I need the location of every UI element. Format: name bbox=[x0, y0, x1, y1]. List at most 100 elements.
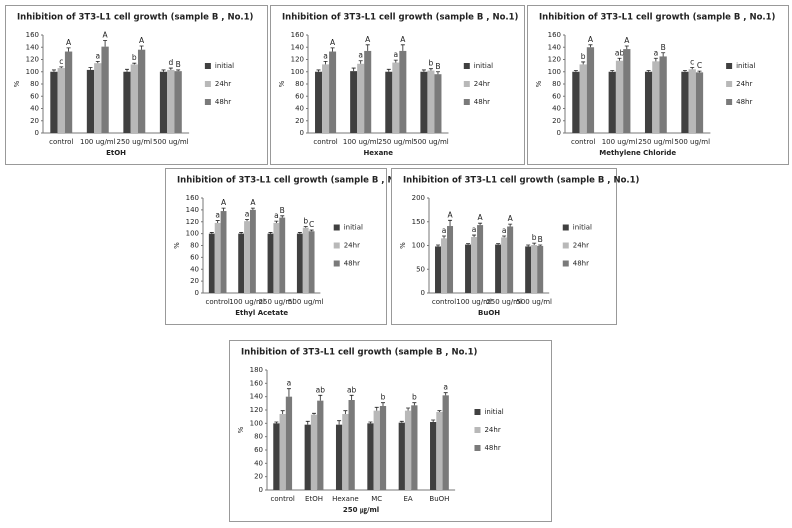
y-axis-label: % bbox=[535, 80, 543, 87]
y-tick-label: 100 bbox=[412, 242, 425, 250]
error-bar bbox=[139, 45, 144, 50]
bar bbox=[501, 237, 508, 293]
bar bbox=[317, 400, 324, 490]
legend-swatch bbox=[463, 81, 470, 87]
significance-letter: b bbox=[381, 393, 386, 402]
significance-letter: b bbox=[132, 53, 137, 62]
bar bbox=[279, 414, 286, 490]
significance-letter: A bbox=[624, 36, 630, 45]
bar bbox=[572, 71, 580, 133]
chart-title: Inhibition of 3T3-L1 cell growth (sample… bbox=[403, 176, 640, 186]
x-tick-label: control bbox=[49, 138, 73, 146]
bar bbox=[357, 63, 365, 133]
bar bbox=[379, 406, 387, 490]
x-tick-label: control bbox=[313, 138, 337, 146]
legend-swatch bbox=[726, 81, 733, 87]
significance-letter: A bbox=[139, 36, 145, 45]
bar bbox=[477, 225, 484, 293]
error-bar bbox=[95, 60, 100, 64]
y-tick-label: 40 bbox=[295, 105, 304, 113]
error-bar bbox=[358, 60, 363, 64]
y-tick-label: 0 bbox=[421, 289, 425, 297]
bar bbox=[94, 63, 102, 133]
bar bbox=[495, 244, 502, 293]
legend-label: 24hr bbox=[736, 80, 752, 88]
bar bbox=[159, 71, 168, 133]
error-bar bbox=[646, 70, 651, 72]
bar bbox=[267, 233, 274, 293]
legend-swatch bbox=[562, 224, 569, 231]
significance-letter: ab bbox=[316, 385, 326, 394]
bar bbox=[392, 62, 400, 133]
error-bar bbox=[478, 222, 483, 226]
error-bar bbox=[386, 68, 391, 72]
significance-letter: A bbox=[365, 35, 371, 44]
legend-swatch bbox=[474, 445, 481, 451]
legend-swatch bbox=[204, 99, 211, 105]
y-tick-label: 60 bbox=[30, 92, 39, 100]
legend-label: 24hr bbox=[474, 80, 490, 88]
error-bar bbox=[502, 235, 507, 238]
error-bar bbox=[312, 412, 317, 415]
y-tick-label: 80 bbox=[295, 80, 304, 88]
error-bar bbox=[526, 244, 531, 247]
x-axis-label: 250 ㎍/ml bbox=[343, 506, 379, 515]
y-tick-label: 120 bbox=[250, 406, 263, 414]
bar bbox=[447, 226, 454, 293]
error-bar bbox=[368, 421, 373, 424]
x-tick-label: control bbox=[206, 298, 230, 306]
significance-letter: A bbox=[447, 210, 453, 219]
significance-letter: a bbox=[274, 211, 279, 220]
error-bar bbox=[351, 67, 356, 72]
error-bar bbox=[215, 220, 220, 223]
error-bar bbox=[399, 420, 404, 423]
bar bbox=[350, 71, 358, 133]
error-bar bbox=[280, 410, 285, 414]
y-tick-label: 40 bbox=[30, 105, 39, 113]
bar bbox=[404, 410, 412, 490]
bar bbox=[304, 424, 311, 490]
x-axis-label: EtOH bbox=[106, 149, 126, 157]
x-tick-label: 100 ug/ml bbox=[343, 138, 379, 146]
bar bbox=[329, 51, 337, 133]
bar bbox=[385, 71, 393, 133]
error-bar bbox=[682, 70, 687, 72]
y-tick-label: 100 bbox=[250, 419, 263, 427]
y-tick-label: 140 bbox=[291, 43, 304, 51]
error-bar bbox=[59, 66, 64, 69]
bar bbox=[279, 217, 286, 293]
bar bbox=[302, 227, 309, 293]
bar bbox=[64, 51, 73, 133]
error-bar bbox=[337, 420, 342, 425]
error-bar bbox=[176, 69, 181, 72]
x-tick-label: 250 ug/ml bbox=[259, 298, 295, 306]
error-bar bbox=[421, 69, 426, 72]
bar bbox=[435, 246, 442, 293]
bar bbox=[86, 69, 95, 133]
significance-letter: C bbox=[309, 220, 314, 229]
bar bbox=[315, 71, 323, 133]
bar bbox=[322, 64, 330, 133]
x-tick-label: 100 ug/ml bbox=[602, 138, 638, 146]
x-tick-label: 250 ug/ml bbox=[638, 138, 674, 146]
x-tick-label: 500 ug/ml bbox=[413, 138, 449, 146]
y-axis-label: % bbox=[173, 242, 181, 249]
chart-title: Inhibition of 3T3-L1 cell growth (sample… bbox=[241, 348, 478, 358]
x-tick-label: 250 ug/ml bbox=[117, 138, 153, 146]
error-bar bbox=[349, 394, 354, 400]
y-tick-label: 60 bbox=[190, 253, 199, 261]
bar bbox=[430, 422, 437, 490]
x-tick-label: Hexane bbox=[332, 495, 359, 503]
error-bar bbox=[532, 242, 537, 246]
error-bar bbox=[437, 410, 442, 412]
error-bar bbox=[661, 52, 666, 57]
bar bbox=[465, 244, 472, 293]
bar bbox=[420, 71, 428, 133]
error-bar bbox=[309, 229, 314, 232]
bar bbox=[50, 71, 58, 133]
significance-letter: A bbox=[508, 214, 514, 223]
y-tick-label: 50 bbox=[416, 265, 425, 273]
bar bbox=[681, 71, 689, 133]
significance-letter: a bbox=[472, 225, 477, 234]
legend-label: 48hr bbox=[484, 444, 500, 452]
